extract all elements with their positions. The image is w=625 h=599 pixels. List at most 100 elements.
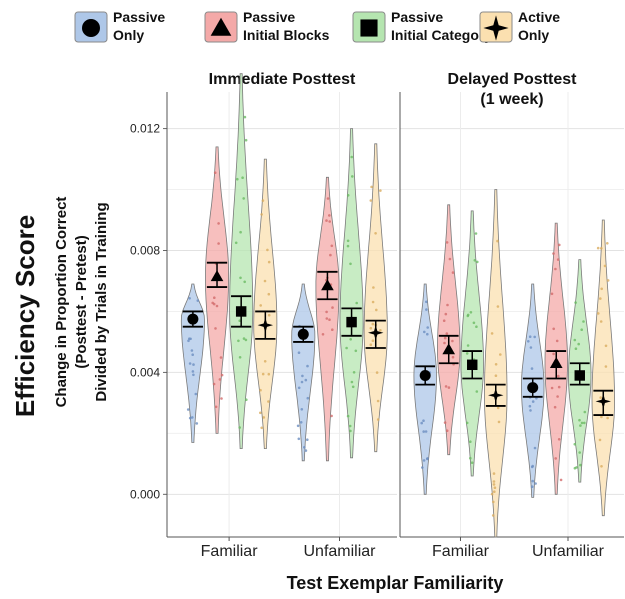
data-point <box>350 380 354 384</box>
data-point <box>578 451 581 454</box>
data-point <box>266 248 269 252</box>
data-point <box>242 337 246 340</box>
data-point <box>491 514 495 517</box>
data-point <box>330 414 333 418</box>
violin-group <box>591 219 616 517</box>
data-point <box>187 339 190 343</box>
data-point <box>494 363 498 366</box>
data-point <box>371 339 375 343</box>
data-point <box>422 459 426 462</box>
y-axis-subtitle: Change in Proportion Correct <box>53 197 70 408</box>
data-point <box>236 177 239 181</box>
data-point <box>529 409 532 412</box>
violin <box>339 128 364 459</box>
violin <box>229 73 254 449</box>
data-point <box>420 421 424 425</box>
legend-label: Active <box>518 9 560 25</box>
data-point <box>499 353 502 356</box>
legend-label: Only <box>113 27 144 43</box>
legend-label: Passive <box>113 9 165 25</box>
data-point <box>238 319 241 323</box>
data-point <box>196 299 200 302</box>
data-point <box>451 339 454 343</box>
legend-label: Initial Blocks <box>243 27 330 43</box>
data-point <box>579 463 582 467</box>
data-point <box>351 175 354 178</box>
violin-group <box>484 189 508 538</box>
data-point <box>369 326 373 330</box>
data-point <box>559 478 563 482</box>
legend-label: Passive <box>391 9 443 25</box>
data-point <box>469 456 472 460</box>
data-point <box>349 429 352 433</box>
data-point <box>186 408 190 411</box>
violin-group <box>413 283 437 495</box>
data-point <box>556 395 559 398</box>
data-point <box>470 461 474 465</box>
data-point <box>446 303 449 307</box>
data-point <box>472 321 476 325</box>
violin-group <box>460 210 484 477</box>
data-point <box>552 327 555 331</box>
data-point <box>469 311 473 314</box>
y-axis-subtitle: (Posttest - Pretest) <box>73 235 90 368</box>
data-point <box>346 194 350 197</box>
data-point <box>328 214 331 217</box>
data-point <box>331 306 334 309</box>
data-point <box>425 308 428 311</box>
data-point <box>531 400 535 403</box>
data-point <box>261 199 265 202</box>
mean-marker <box>442 343 456 355</box>
data-point <box>448 257 452 261</box>
panel: Immediate Posttest Familiar Unfamiliar <box>166 71 397 560</box>
legend-marker <box>360 19 378 37</box>
data-point <box>606 242 609 245</box>
violin <box>591 219 616 517</box>
mean-marker <box>574 370 585 381</box>
violin <box>253 158 278 449</box>
violin-group <box>339 128 364 459</box>
data-point <box>215 304 219 308</box>
data-point <box>599 297 602 300</box>
violin <box>363 143 388 453</box>
data-point <box>476 260 479 264</box>
data-point <box>530 367 534 370</box>
data-point <box>552 252 555 255</box>
data-point <box>473 259 477 262</box>
data-point <box>260 213 263 216</box>
mean-marker <box>235 306 247 317</box>
data-point <box>345 346 348 350</box>
data-point <box>218 378 222 381</box>
data-point <box>604 344 608 348</box>
data-point <box>351 385 355 389</box>
data-point <box>494 374 498 378</box>
violin <box>180 283 205 443</box>
data-point <box>192 373 195 377</box>
panel: Delayed Posttest (1 week) Familiar Unfamili… <box>399 71 624 560</box>
data-point <box>260 426 264 430</box>
data-point <box>596 246 600 250</box>
data-point <box>262 416 266 419</box>
data-point <box>191 416 194 419</box>
data-point <box>325 317 329 320</box>
data-point <box>528 335 532 339</box>
panel-title: (1 week) <box>480 91 543 108</box>
data-point <box>213 171 217 174</box>
data-point <box>259 388 262 392</box>
violin-group <box>291 283 316 462</box>
data-point <box>442 319 446 323</box>
data-point <box>573 338 577 342</box>
data-point <box>469 440 472 444</box>
data-point <box>600 287 603 291</box>
mean-marker <box>297 328 309 340</box>
data-point <box>423 330 426 334</box>
data-point <box>220 373 224 377</box>
mean-marker <box>419 369 431 381</box>
data-point <box>447 386 451 389</box>
data-point <box>466 314 470 318</box>
data-point <box>496 239 499 243</box>
data-point <box>244 338 248 342</box>
data-point <box>531 479 534 483</box>
data-point <box>259 411 262 415</box>
data-point <box>267 292 271 296</box>
